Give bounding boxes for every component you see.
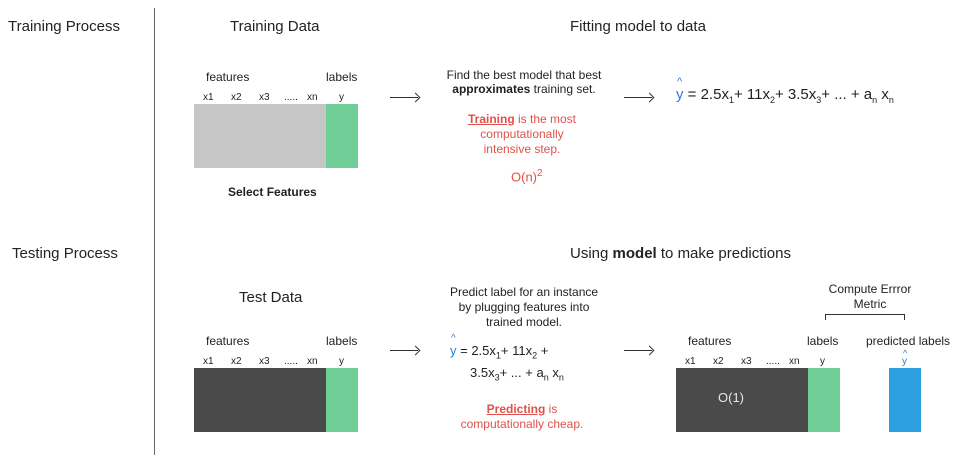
col-x1: x1	[203, 92, 214, 103]
test-col-ellipsis: .....	[284, 356, 298, 367]
test-data-title: Test Data	[239, 289, 303, 306]
test-col-x1: x1	[203, 356, 214, 367]
test-col-xn: xn	[307, 356, 318, 367]
test-equation-line2: 3.5x3+ ... + an xn	[470, 365, 564, 383]
testing-cost-note: Predicting is computationally cheap.	[460, 402, 584, 431]
col-y: y	[339, 92, 344, 103]
predicted-labels-label: predicted labels	[866, 334, 951, 348]
testing-arrow-2	[624, 350, 652, 351]
test-features-label: features	[206, 334, 250, 348]
right-col-x1: x1	[685, 356, 696, 367]
compute-error-metric-label: Compute Errror Metric	[828, 282, 912, 311]
right-col-ellipsis: .....	[766, 356, 780, 367]
right-col-x3: x3	[741, 356, 752, 367]
training-features-block	[194, 104, 326, 168]
col-x2: x2	[231, 92, 242, 103]
test-col-x2: x2	[231, 356, 242, 367]
col-ellipsis: .....	[284, 92, 298, 103]
predict-label-text: Predict label for an instance by pluggin…	[449, 285, 599, 329]
find-best-model-text: Find the best model that best approximat…	[446, 68, 602, 96]
testing-arrow-1	[390, 350, 418, 351]
error-metric-bracket	[825, 314, 905, 320]
predict-title: Using model to make predictions	[570, 245, 791, 262]
right-labels-block	[808, 368, 840, 432]
test-col-x3: x3	[259, 356, 270, 367]
training-equation: ^ y = 2.5x1+ 11x2+ 3.5x3+ ... + an xn	[676, 76, 894, 105]
right-col-x2: x2	[713, 356, 724, 367]
right-features-label: features	[688, 334, 732, 348]
training-process-label: Training Process	[8, 18, 120, 35]
labels-label: labels	[326, 70, 358, 84]
fit-title: Fitting model to data	[570, 18, 706, 35]
test-labels-block	[326, 368, 358, 432]
select-features-label: Select Features	[228, 185, 317, 199]
right-complexity-label: O(1)	[718, 390, 744, 405]
predicted-labels-block	[889, 368, 921, 432]
right-col-xn: xn	[789, 356, 800, 367]
training-data-title: Training Data	[230, 18, 320, 35]
y-hat: ^ y	[676, 76, 684, 103]
section-divider	[154, 8, 155, 455]
test-features-block	[194, 368, 326, 432]
col-x3: x3	[259, 92, 270, 103]
col-xn: xn	[307, 92, 318, 103]
features-label: features	[206, 70, 250, 84]
training-labels-block	[326, 104, 358, 168]
training-arrow-1	[390, 97, 418, 98]
right-col-y: y	[820, 356, 825, 367]
testing-process-label: Testing Process	[12, 245, 118, 262]
predicted-y-hat: ^ y	[902, 348, 908, 367]
test-equation-line1: ^ y = 2.5x1+ 11x2 +	[450, 333, 549, 361]
test-labels-label: labels	[326, 334, 358, 348]
test-y-hat: ^ y	[450, 333, 457, 358]
right-labels-label: labels	[807, 334, 839, 348]
training-cost-note: Training is the most computationally int…	[467, 112, 577, 156]
training-arrow-2	[624, 97, 652, 98]
training-complexity: O(n)2	[511, 168, 543, 185]
right-features-block	[676, 368, 808, 432]
test-col-y: y	[339, 356, 344, 367]
